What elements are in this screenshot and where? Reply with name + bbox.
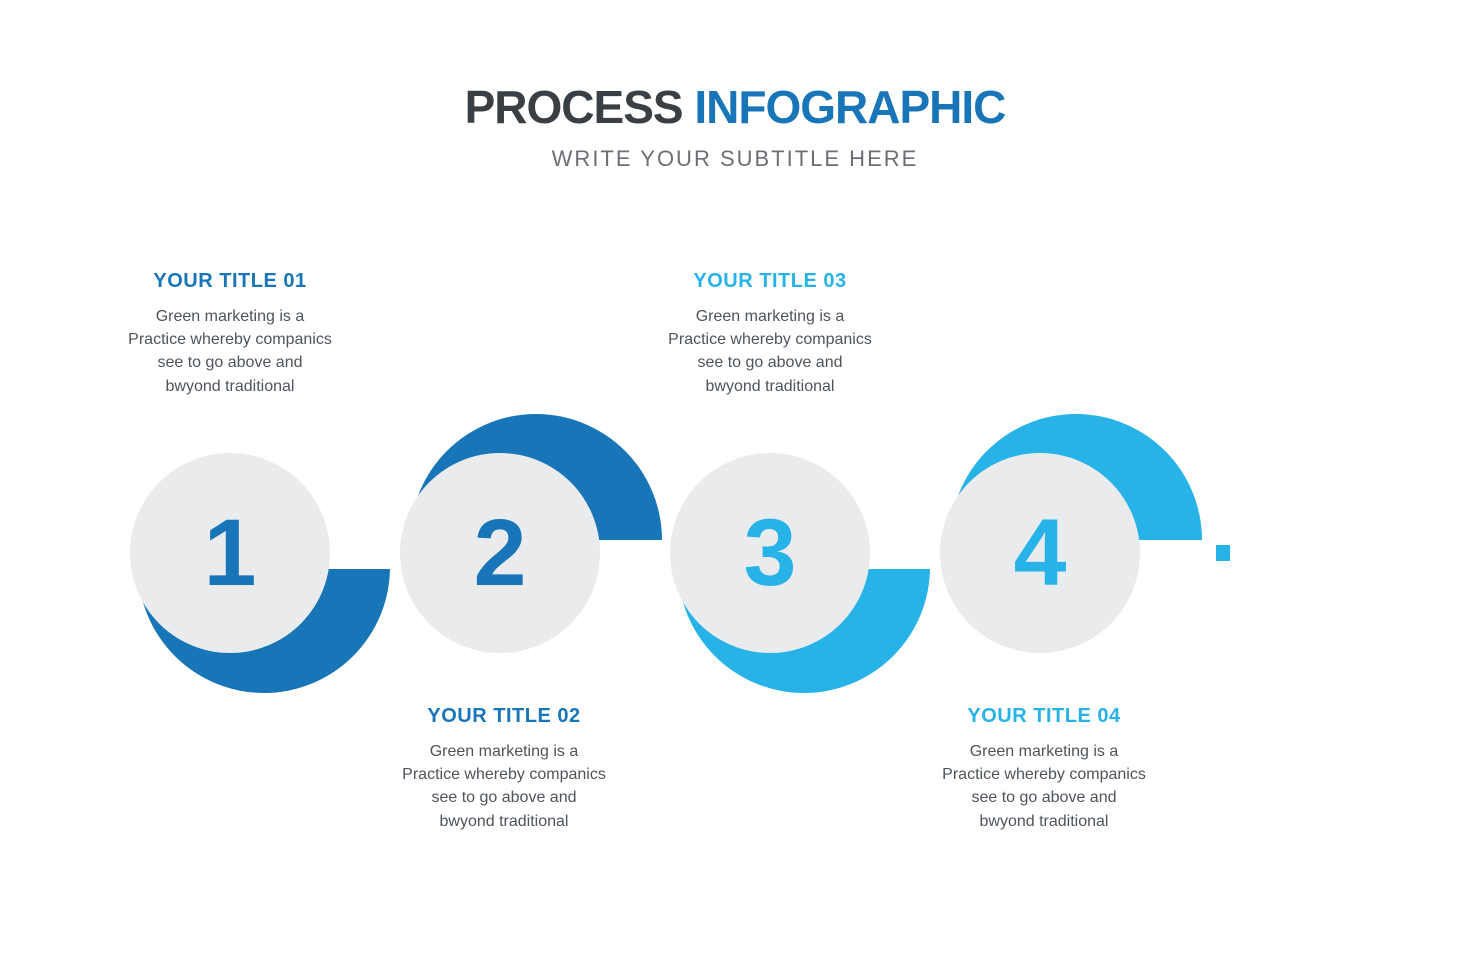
step-body-1: Green marketing is a Practice whereby co…	[110, 305, 350, 398]
step-title-4: YOUR TITLE 04	[924, 705, 1164, 728]
subtitle: WRITE YOUR SUBTITLE HERE	[0, 146, 1470, 172]
step-disc-2: 2	[400, 453, 600, 653]
infographic-container: PROCESS INFOGRAPHIC WRITE YOUR SUBTITLE …	[0, 0, 1470, 980]
steps-area: YOUR TITLE 01 Green marketing is a Pract…	[120, 270, 1340, 870]
step-title-2: YOUR TITLE 02	[384, 705, 624, 728]
step-body-4: Green marketing is a Practice whereby co…	[924, 740, 1164, 833]
step-number-2: 2	[474, 499, 527, 608]
step-label-1: YOUR TITLE 01 Green marketing is a Pract…	[110, 270, 350, 398]
step-title-3: YOUR TITLE 03	[650, 270, 890, 293]
step-label-3: YOUR TITLE 03 Green marketing is a Pract…	[650, 270, 890, 398]
step-number-1: 1	[204, 499, 257, 608]
header: PROCESS INFOGRAPHIC WRITE YOUR SUBTITLE …	[0, 80, 1470, 172]
step-title-1: YOUR TITLE 01	[110, 270, 350, 293]
step-disc-3: 3	[670, 453, 870, 653]
step-label-4: YOUR TITLE 04 Green marketing is a Pract…	[924, 705, 1164, 833]
title-part-1: PROCESS	[465, 81, 683, 133]
circles-row: 1 2 3 4	[120, 417, 1220, 697]
step-body-2: Green marketing is a Practice whereby co…	[384, 740, 624, 833]
title-part-2: INFOGRAPHIC	[694, 81, 1005, 133]
step-label-2: YOUR TITLE 02 Green marketing is a Pract…	[384, 705, 624, 833]
step-number-4: 4	[1014, 499, 1067, 608]
step-disc-1: 1	[130, 453, 330, 653]
step-body-3: Green marketing is a Practice whereby co…	[650, 305, 890, 398]
step-disc-4: 4	[940, 453, 1140, 653]
step-number-3: 3	[744, 499, 797, 608]
main-title: PROCESS INFOGRAPHIC	[0, 80, 1470, 134]
